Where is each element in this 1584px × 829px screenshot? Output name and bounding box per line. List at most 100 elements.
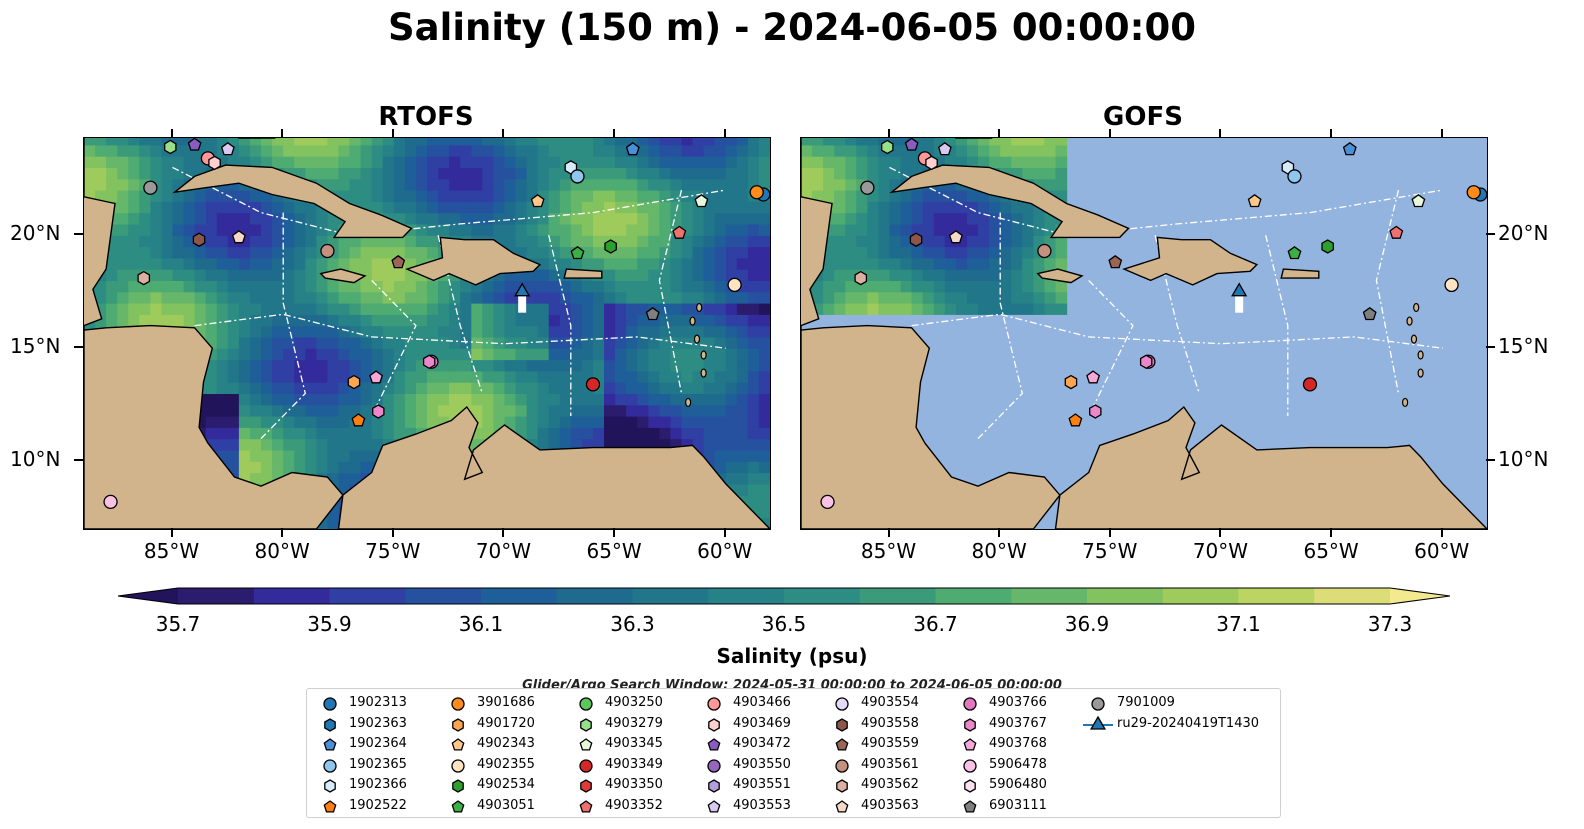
colorbar-segment: [1087, 588, 1164, 604]
argo-float-marker: [192, 232, 206, 247]
argo-float-marker: [881, 139, 894, 155]
panel-title-rtofs: RTOFS: [378, 102, 474, 132]
colorbar-over-arrow: [1390, 588, 1450, 604]
lat-tick-label: 15°N: [1498, 334, 1549, 359]
legend-label: 4903349: [605, 756, 663, 772]
legend-label: 4903558: [861, 715, 919, 731]
legend-label: 6903111: [989, 797, 1047, 813]
puerto-rico-land: [1280, 268, 1320, 279]
hexagon-marker-icon: [452, 717, 464, 732]
lat-tick-label: 20°N: [1498, 221, 1549, 246]
colorbar-label: Salinity (psu): [716, 644, 868, 668]
legend-label: 3901686: [477, 695, 535, 710]
argo-float-marker: [1037, 243, 1052, 259]
south-america-land: [337, 405, 770, 529]
colorbar-segment: [481, 588, 558, 604]
honduras-nicaragua-land: [84, 324, 344, 529]
island: [689, 316, 696, 326]
lon-tick-label: 70°W: [475, 539, 532, 563]
argo-float-marker: [1287, 169, 1302, 184]
central-america-land: [801, 138, 833, 529]
lon-tick-label: 65°W: [1303, 539, 1359, 563]
colorbar-under-arrow: [118, 588, 178, 604]
pentagon-marker-icon: [707, 799, 721, 813]
rtofs-map[interactable]: [83, 137, 771, 530]
argo-float-marker: [1064, 374, 1078, 390]
eez-boundary: [1265, 235, 1289, 416]
colorbar-segment: [859, 588, 937, 604]
glider-marker: [514, 282, 531, 297]
honduras-nicaragua-land: [801, 324, 1061, 529]
colorbar-segment: [556, 588, 634, 604]
figure-title: Salinity (150 m) - 2024-06-05 00:00:00: [388, 6, 1196, 49]
argo-float-marker: [1247, 193, 1262, 208]
circle-marker-icon: [323, 758, 337, 773]
lon-tick-label: 85°W: [860, 539, 917, 563]
argo-float-marker: [694, 193, 709, 208]
tick-mark: [74, 346, 83, 349]
lon-tick-label: 60°W: [697, 539, 753, 563]
circle-marker-icon: [707, 697, 721, 711]
colorbar-tick-label: 37.3: [1367, 612, 1413, 636]
colorbar-tick-label: 36.9: [1064, 612, 1110, 636]
eez-boundary: [1375, 189, 1400, 394]
hexagon-marker-icon: [708, 717, 720, 732]
colorbar-segment: [784, 588, 861, 604]
lon-tick-label: 75°W: [1082, 539, 1138, 563]
puerto-rico-land: [563, 268, 603, 279]
gofs-map[interactable]: [800, 137, 1488, 530]
argo-float-marker: [820, 494, 835, 510]
colorbar-segment: [178, 588, 255, 604]
legend-label: 4902534: [477, 777, 535, 792]
legend-label: 4903472: [733, 736, 791, 751]
pentagon-marker-icon: [835, 799, 849, 813]
eez-boundary: [260, 212, 307, 440]
eez-boundary: [1088, 279, 1134, 417]
pentagon-marker-icon: [579, 799, 593, 813]
legend-label: 4902343: [477, 736, 535, 751]
argo-float-marker: [904, 138, 919, 151]
eez-boundary: [911, 313, 1443, 349]
island: [1402, 397, 1409, 408]
legend-label: 5906478: [989, 756, 1047, 772]
circle-marker-icon: [451, 697, 465, 711]
argo-float-marker: [1389, 225, 1404, 239]
colorbar-segment: [1314, 588, 1391, 604]
lon-tick-label: 80°W: [254, 539, 310, 563]
argo-float-marker: [909, 232, 923, 247]
legend-label: 4903767: [989, 715, 1047, 731]
colorbar-tick-label: 37.1: [1216, 612, 1261, 636]
lon-tick-label: 60°W: [1414, 539, 1470, 563]
colorbar-segment: [1162, 588, 1240, 604]
legend-label: 4903469: [733, 715, 791, 731]
argo-float-marker: [530, 193, 545, 208]
argo-float-marker: [320, 243, 335, 259]
lon-tick-label: 70°W: [1192, 539, 1249, 563]
island: [1410, 334, 1418, 344]
circle-marker-icon: [963, 697, 977, 711]
argo-float-marker: [187, 138, 202, 151]
legend-label: 4903466: [733, 695, 791, 710]
argo-float-marker: [422, 354, 436, 370]
argo-float-marker: [1466, 185, 1481, 200]
pentagon-marker-icon: [963, 738, 977, 751]
colorbar-tick-label: 36.3: [610, 612, 655, 636]
eez-boundary: [548, 235, 572, 416]
hexagon-marker-icon: [836, 779, 848, 793]
argo-float-marker: [369, 370, 384, 384]
argo-float-marker: [1287, 245, 1302, 260]
circle-marker-icon: [579, 758, 593, 773]
lat-tick-label: 15°N: [10, 334, 61, 359]
argo-float-marker: [672, 225, 687, 239]
tick-mark: [74, 459, 83, 462]
argo-float-marker: [570, 245, 585, 260]
argo-float-marker: [208, 155, 221, 171]
argo-float-marker: [604, 239, 617, 254]
circle-marker-icon: [579, 697, 593, 711]
legend-label: 7901009: [1117, 695, 1175, 710]
argo-float-marker: [164, 139, 177, 155]
legend-label: 4903563: [861, 797, 919, 813]
eez-boundary: [371, 279, 417, 417]
hexagon-marker-icon: [836, 717, 848, 732]
jamaica-land: [1036, 268, 1084, 284]
